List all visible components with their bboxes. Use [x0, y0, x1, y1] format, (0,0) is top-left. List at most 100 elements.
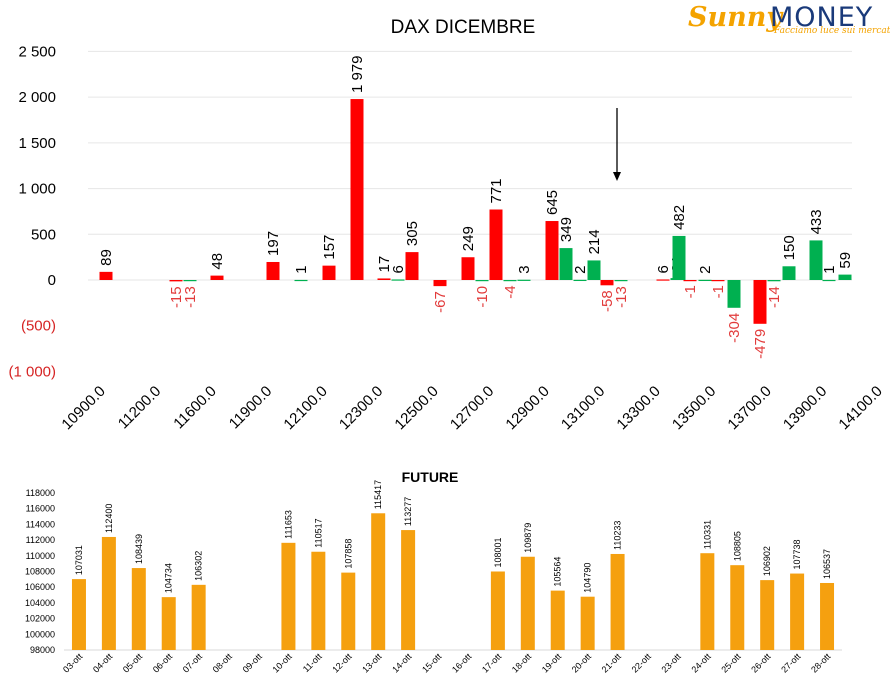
put-bar	[822, 279, 836, 282]
future-data-label: 106902	[762, 546, 772, 576]
put-data-label: 2	[697, 265, 714, 273]
y-tick-label: (500)	[21, 318, 56, 335]
put-data-label: 59	[837, 252, 854, 269]
x-tick-label: 12500.0	[391, 383, 441, 433]
future-x-tick-label: 10-ott	[270, 651, 294, 675]
y-tick-label: 1 000	[18, 181, 56, 198]
logo-tagline: Facciamo luce sui mercati	[774, 26, 890, 36]
future-chart: FUTURE 118000 116000 114000 112000 110000 1080…	[25, 469, 842, 675]
x-tick-label: 12900.0	[502, 383, 552, 433]
future-bar	[790, 573, 805, 650]
future-y-tick-label: 110000	[26, 551, 55, 561]
call-data-label: 249	[460, 226, 477, 251]
future-x-tick-label: 08-ott	[211, 651, 235, 675]
put-data-label: 1	[821, 266, 838, 274]
future-x-tick-label: 12-ott	[330, 651, 354, 675]
put-bar	[782, 266, 796, 280]
put-bar	[475, 280, 489, 282]
future-x-tick-label: 26-ott	[749, 651, 773, 675]
future-data-label: 107858	[343, 539, 353, 569]
y-tick-label: 2 500	[18, 43, 56, 60]
future-bar	[520, 556, 535, 650]
options-chart: DAX DICEMBRE 2 500 2 000 1 500 1 000 500 0 (500…	[8, 17, 885, 433]
put-bar	[727, 280, 741, 308]
x-tick-label: 12700.0	[447, 383, 497, 433]
future-x-tick-label: 21-ott	[600, 651, 624, 675]
future-x-tick-label: 17-ott	[480, 651, 504, 675]
future-bar	[281, 542, 296, 650]
call-data-label: 305	[404, 221, 421, 246]
put-data-label: -304	[726, 313, 743, 343]
call-data-label: 197	[265, 231, 282, 256]
future-bar	[700, 553, 715, 650]
call-bar	[683, 280, 697, 282]
future-bar	[131, 568, 146, 650]
future-bar	[371, 513, 386, 650]
put-bar	[517, 279, 531, 281]
call-data-label: -1	[710, 285, 727, 298]
put-bar	[838, 274, 852, 280]
future-y-tick-label: 100000	[25, 629, 55, 639]
arrow-annotation-head	[613, 172, 621, 181]
y-tick-label: 500	[31, 226, 56, 243]
put-data-label: 1	[293, 266, 310, 274]
future-bar	[550, 590, 565, 650]
future-x-tick-label: 24-ott	[689, 651, 713, 675]
call-bar	[377, 278, 391, 280]
x-tick-label: 14100.0	[835, 383, 885, 433]
put-bar	[614, 280, 628, 282]
put-bar	[559, 248, 573, 280]
x-tick-label: 11600.0	[170, 383, 220, 433]
put-data-label: 482	[671, 205, 688, 230]
x-tick-label: 11200.0	[115, 383, 165, 433]
put-bar	[698, 279, 712, 282]
call-data-label: -67	[432, 291, 449, 313]
future-y-tick-label: 108000	[25, 567, 55, 577]
call-bar	[322, 265, 336, 280]
y-tick-label: 1 500	[18, 135, 56, 152]
future-bar	[610, 553, 625, 650]
future-data-label: 108439	[134, 534, 144, 564]
put-data-label: -13	[613, 286, 630, 308]
x-tick-label: 12100.0	[280, 383, 330, 433]
logo-money-text: MONEY	[770, 2, 874, 33]
x-tick-label: 13700.0	[724, 383, 774, 433]
put-bar	[672, 235, 686, 280]
future-y-tick-label: 114000	[26, 519, 55, 529]
future-x-tick-label: 16-ott	[450, 651, 474, 675]
future-bar	[401, 530, 416, 650]
future-x-tick-label: 18-ott	[510, 651, 534, 675]
future-bar	[101, 536, 116, 650]
call-bar	[545, 221, 559, 280]
x-tick-label: 11900.0	[226, 383, 276, 433]
x-tick-label: 12300.0	[336, 383, 386, 433]
call-bar	[711, 280, 725, 282]
put-bar	[573, 279, 587, 282]
future-data-label: 106537	[822, 549, 832, 579]
put-data-label: 2	[572, 265, 589, 273]
x-tick-label: 13100.0	[558, 383, 608, 433]
future-data-label: 110331	[702, 520, 712, 549]
future-x-tick-label: 22-ott	[630, 651, 654, 675]
put-bar	[294, 279, 308, 282]
future-data-label: 111653	[283, 510, 293, 539]
future-y-tick-label: 102000	[25, 614, 55, 624]
call-data-label: 48	[209, 253, 226, 270]
call-data-label: 771	[488, 178, 505, 203]
future-bar	[730, 565, 745, 650]
future-bar	[311, 551, 326, 650]
future-x-tick-label: 28-ott	[809, 651, 833, 675]
future-y-tick-label: 104000	[25, 598, 55, 608]
future-x-tick-label: 09-ott	[241, 651, 265, 675]
future-bar	[71, 579, 86, 650]
future-data-label: 106302	[194, 551, 204, 581]
future-bar	[820, 582, 835, 650]
future-x-tick-label: 27-ott	[779, 651, 803, 675]
future-y-tick-label: 118000	[26, 488, 55, 498]
put-data-label: 3	[516, 265, 533, 273]
x-tick-label: 13900.0	[780, 383, 830, 433]
x-tick-label: 10900.0	[58, 383, 108, 433]
future-data-label: 108805	[732, 531, 742, 561]
call-data-label: 645	[544, 190, 561, 215]
put-bar	[809, 240, 823, 280]
